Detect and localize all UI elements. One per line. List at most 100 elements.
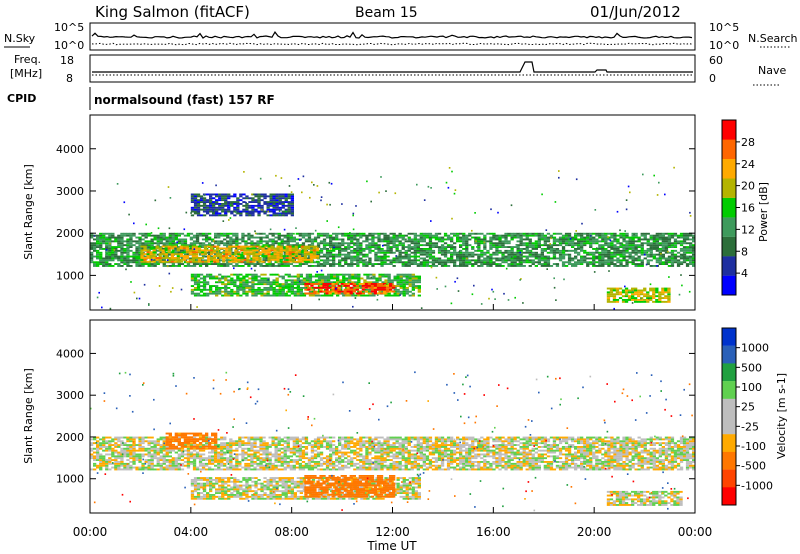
heatmap-cell (267, 255, 271, 257)
heatmap-cell (196, 214, 201, 217)
heatmap-cell (519, 263, 523, 265)
heatmap-cell (265, 259, 269, 262)
heatmap-cell (248, 204, 252, 207)
heatmap-cell (489, 265, 493, 267)
heatmap-cell (144, 459, 148, 461)
heatmap-cell (370, 283, 375, 285)
heatmap-cell (670, 242, 675, 245)
heatmap-cell (555, 249, 560, 252)
heatmap-cell (581, 222, 583, 225)
heatmap-cell (138, 265, 142, 267)
heatmap-cell (108, 453, 112, 456)
heatmap-cell (516, 246, 520, 248)
heatmap-cell (221, 281, 225, 284)
heatmap-cell (164, 260, 168, 263)
heatmap-cell (317, 277, 322, 280)
heatmap-cell (374, 236, 378, 239)
heatmap-cell (263, 287, 267, 289)
heatmap-cell (377, 234, 381, 237)
heatmap-cell (622, 236, 626, 239)
heatmap-cell (301, 242, 306, 245)
heatmap-cell (225, 249, 229, 252)
heatmap-cell (138, 249, 142, 252)
heatmap-cell (428, 255, 433, 258)
heatmap-cell (505, 267, 508, 270)
heatmap-cell (138, 248, 142, 250)
heatmap-cell (248, 287, 252, 289)
heatmap-cell (646, 291, 650, 294)
heatmap-cell (685, 248, 690, 250)
heatmap-cell (637, 300, 641, 303)
heatmap-cell (685, 236, 690, 239)
heatmap-cell (390, 294, 394, 297)
heatmap-cell (555, 251, 560, 254)
heatmap-cell (543, 249, 547, 252)
heatmap-cell (428, 265, 433, 267)
heatmap-cell (338, 255, 342, 258)
heatmap-cell (278, 285, 282, 287)
heatmap-cell (649, 299, 653, 301)
heatmap-cell (667, 255, 672, 258)
heatmap-cell (372, 277, 376, 280)
heatmap-cell (179, 255, 183, 257)
heatmap-cell (419, 232, 423, 235)
heatmap-cell (580, 240, 584, 243)
heatmap-cell (264, 253, 268, 256)
heatmap-cell (607, 253, 611, 256)
heatmap-cell (117, 257, 121, 260)
heatmap-cell (205, 244, 209, 247)
heatmap-cell (196, 283, 201, 286)
heatmap-cell (310, 240, 315, 243)
heatmap-cell (357, 279, 361, 282)
heatmap-cell (652, 291, 656, 294)
heatmap-cell (692, 261, 696, 264)
heatmap-cell (446, 246, 451, 248)
heatmap-cell (293, 279, 297, 282)
heatmap-cell (389, 242, 393, 245)
heatmap-cell (322, 253, 327, 256)
heatmap-cell (682, 248, 687, 250)
heatmap-cell (307, 292, 311, 295)
heatmap-cell (655, 249, 659, 252)
heatmap-cell (516, 245, 519, 247)
heatmap-cell (144, 440, 148, 443)
heatmap-cell (450, 238, 454, 241)
heatmap-cell (278, 206, 282, 209)
heatmap-cell (405, 273, 409, 276)
heatmap-cell (294, 247, 298, 250)
heatmap-cell (135, 453, 139, 456)
heatmap-cell (404, 234, 408, 237)
heatmap-cell (416, 244, 420, 247)
heatmap-cell (580, 249, 584, 252)
heatmap-cell (99, 457, 103, 460)
heatmap-cell (159, 438, 163, 441)
heatmap-cell (96, 236, 100, 239)
heatmap-cell (221, 283, 225, 286)
heatmap-cell (655, 248, 659, 250)
heatmap-cell (215, 203, 219, 205)
heatmap-cell (486, 263, 490, 265)
heatmap-cell (120, 459, 124, 461)
heatmap-cell (176, 255, 180, 257)
heatmap-cell (105, 464, 109, 467)
heatmap-cell (188, 253, 193, 256)
heatmap-cell (667, 259, 672, 262)
heatmap-cell (165, 236, 169, 239)
heatmap-cell (288, 251, 292, 254)
heatmap-cell (227, 275, 231, 278)
heatmap-cell (368, 259, 372, 262)
heatmap-cell (462, 232, 466, 235)
heatmap-cell (395, 240, 399, 243)
heatmap-cell (126, 438, 130, 441)
heatmap-cell (649, 249, 653, 252)
heatmap-cell (443, 259, 448, 262)
heatmap-cell (383, 238, 387, 241)
heatmap-cell (243, 258, 247, 261)
heatmap-cell (233, 273, 237, 276)
heatmap-cell (350, 249, 354, 252)
heatmap-cell (272, 288, 276, 291)
heatmap-cell (334, 288, 338, 291)
heatmap-cell (489, 259, 493, 262)
heatmap-cell (123, 455, 127, 458)
heatmap-cell (207, 260, 211, 263)
